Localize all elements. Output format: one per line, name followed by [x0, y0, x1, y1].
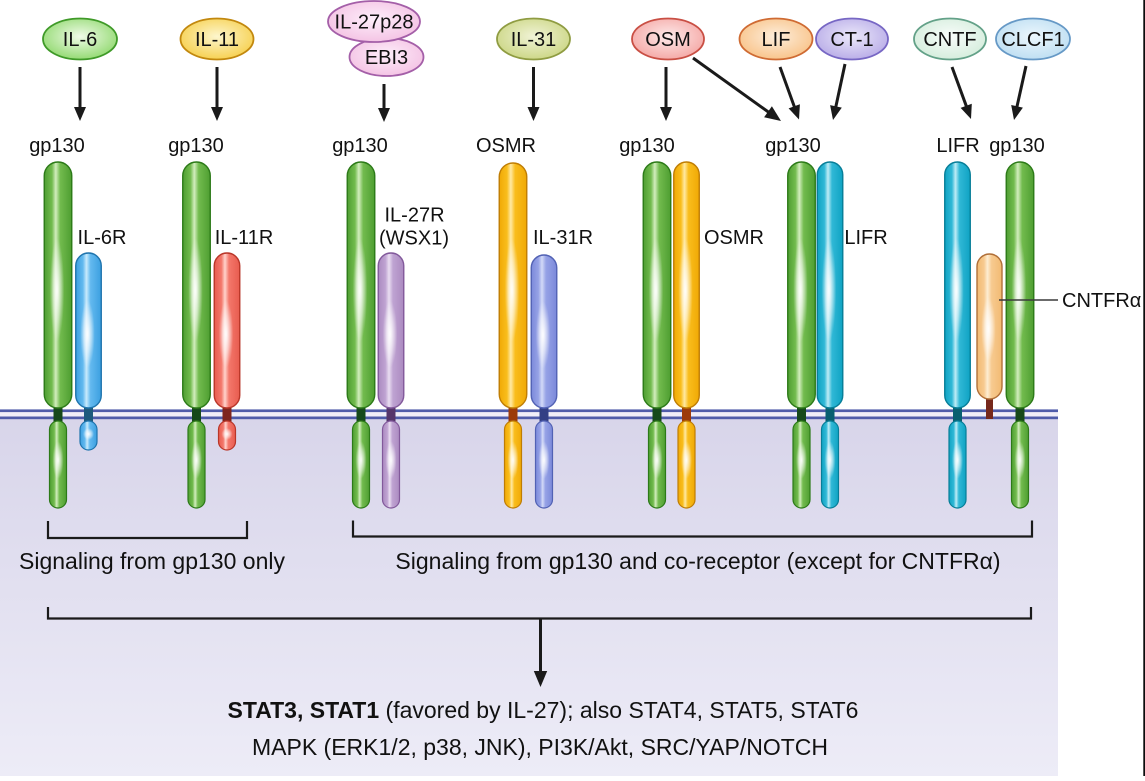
- svg-text:gp130: gp130: [168, 135, 224, 157]
- svg-text:IL-27R: IL-27R: [384, 205, 444, 227]
- svg-text:IL-31R: IL-31R: [533, 227, 593, 249]
- svg-text:OSM: OSM: [645, 29, 691, 51]
- svg-text:CLCF1: CLCF1: [1001, 29, 1064, 51]
- svg-text:CNTF: CNTF: [923, 29, 976, 51]
- svg-text:LIFR: LIFR: [844, 227, 887, 249]
- svg-text:LIFR: LIFR: [936, 135, 979, 157]
- svg-text:CNTFRα: CNTFRα: [1062, 290, 1141, 312]
- svg-text:OSMR: OSMR: [476, 135, 536, 157]
- svg-text:IL-27p28: IL-27p28: [335, 12, 414, 34]
- svg-text:gp130: gp130: [765, 135, 821, 157]
- svg-text:IL-6: IL-6: [63, 29, 97, 51]
- svg-text:gp130: gp130: [332, 135, 388, 157]
- svg-text:gp130: gp130: [29, 135, 85, 157]
- svg-text:IL-11: IL-11: [195, 29, 239, 51]
- svg-text:Signaling from gp130 only: Signaling from gp130 only: [19, 548, 285, 574]
- svg-text:IL-6R: IL-6R: [78, 227, 127, 249]
- svg-text:IL-31: IL-31: [511, 29, 557, 51]
- svg-text:(WSX1): (WSX1): [379, 228, 449, 250]
- svg-text:EBI3: EBI3: [365, 47, 408, 69]
- svg-text:MAPK (ERK1/2, p38, JNK), PI3K/: MAPK (ERK1/2, p38, JNK), PI3K/Akt, SRC/Y…: [252, 734, 828, 760]
- svg-text:CT-1: CT-1: [830, 29, 873, 51]
- svg-text:STAT3, STAT1 (favored by IL-27: STAT3, STAT1 (favored by IL-27); also ST…: [228, 697, 859, 723]
- svg-text:Signaling from gp130 and co-re: Signaling from gp130 and co-receptor (ex…: [395, 548, 1000, 574]
- svg-text:LIF: LIF: [762, 29, 791, 51]
- svg-text:gp130: gp130: [989, 135, 1045, 157]
- svg-text:gp130: gp130: [619, 135, 675, 157]
- svg-text:OSMR: OSMR: [704, 227, 764, 249]
- svg-text:IL-11R: IL-11R: [215, 227, 274, 249]
